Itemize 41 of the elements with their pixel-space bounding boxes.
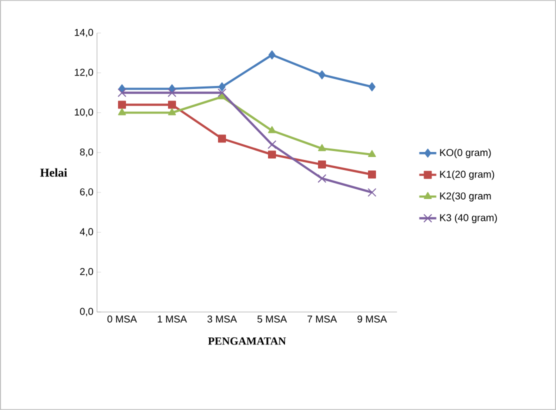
x-tick-label: 0 MSA	[107, 316, 137, 323]
y-axis-title: Helai	[40, 168, 68, 177]
point	[118, 88, 126, 98]
x-tick-label: 9 MSA	[358, 316, 387, 323]
point	[368, 150, 376, 158]
point	[318, 160, 326, 169]
y-tick-label: 12,0	[74, 68, 94, 77]
point	[368, 188, 376, 197]
y-tick-label: 14,0	[74, 28, 94, 38]
point	[268, 50, 276, 60]
y-tick-label: 10,0	[74, 108, 94, 117]
x-tick-label: 5 MSA	[257, 316, 287, 323]
y-tick-label: 8,0	[80, 148, 94, 157]
point	[218, 134, 226, 143]
y-tick-label: 6,0	[80, 188, 94, 197]
point	[168, 108, 176, 116]
point	[218, 82, 226, 92]
y-tick-label: 2,0	[80, 268, 94, 276]
legend-label: K3 (40 gram)	[440, 214, 497, 224]
point	[268, 126, 276, 134]
x-tick-label: 7 MSA	[308, 316, 337, 323]
point	[118, 100, 126, 109]
point	[318, 174, 326, 183]
point	[318, 70, 326, 80]
y-tick-label: 0,0	[80, 308, 94, 316]
point	[368, 82, 376, 92]
point	[168, 100, 176, 109]
legend-label: KO(0 gram)	[440, 148, 491, 158]
legend-label: K2(30 gram	[440, 192, 491, 202]
x-tick-label: 1 MSA	[158, 316, 187, 323]
point	[118, 108, 126, 116]
point	[168, 88, 176, 98]
point	[268, 150, 276, 159]
point	[368, 170, 376, 178]
point	[268, 140, 276, 149]
x-axis-title: PENGAMATAN	[208, 337, 286, 345]
point	[318, 144, 326, 152]
legend-label: K1(20 gram)	[440, 170, 494, 180]
x-tick-label: 3 MSA	[207, 316, 237, 323]
point	[218, 88, 226, 98]
y-tick-label: 4,0	[80, 228, 94, 236]
